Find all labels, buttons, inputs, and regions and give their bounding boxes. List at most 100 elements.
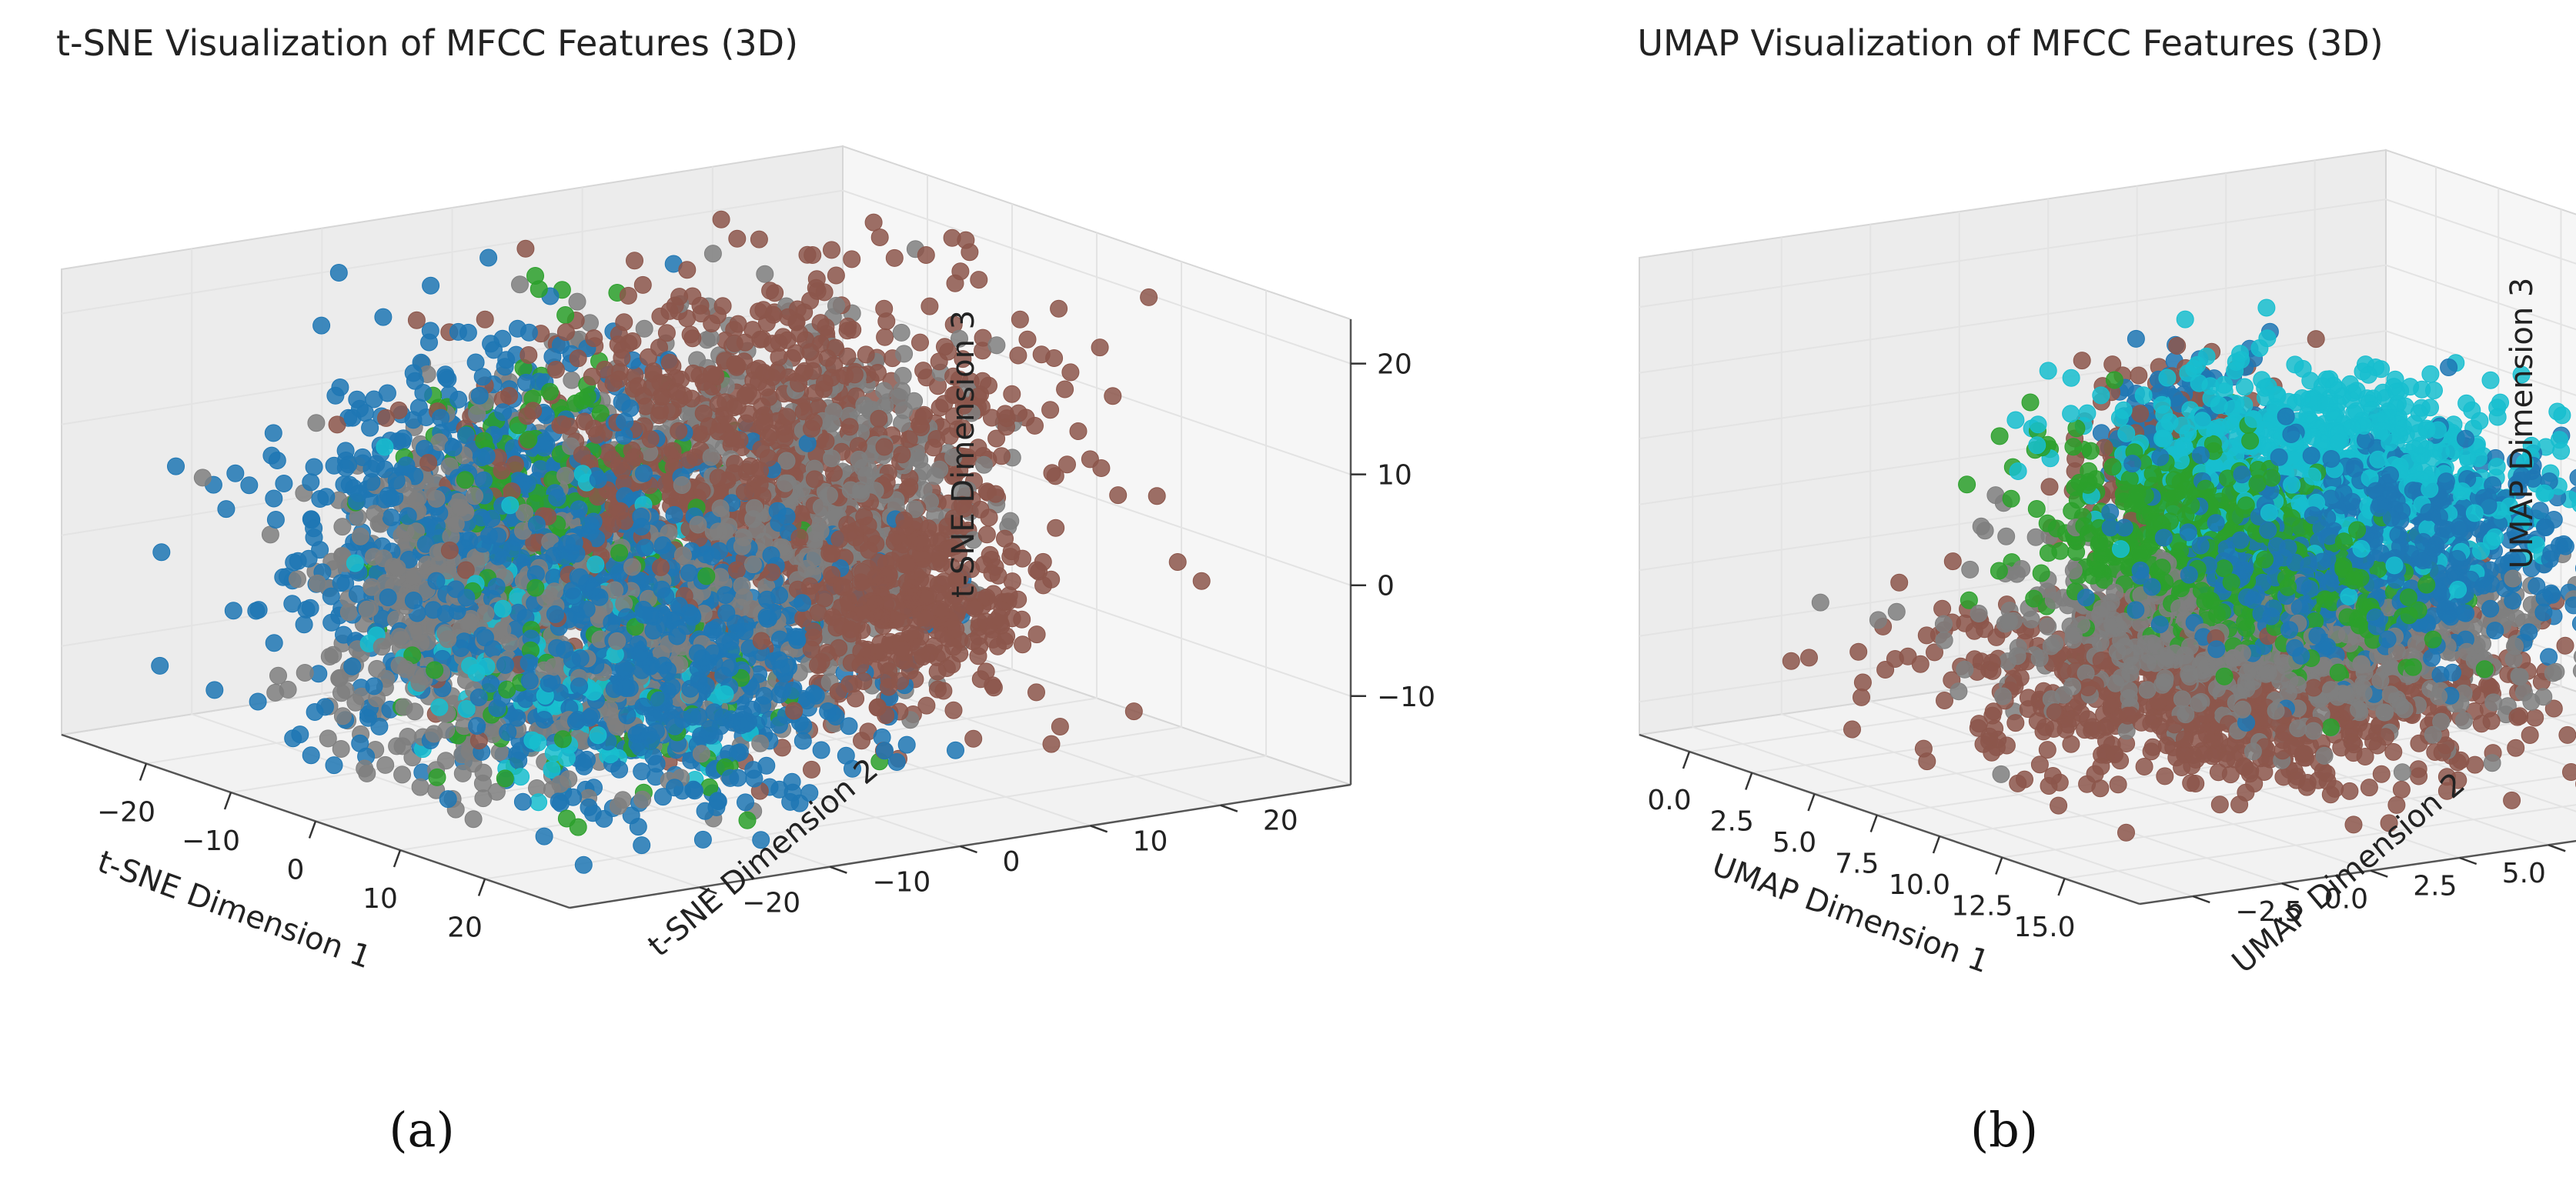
scatter-point [500,387,518,405]
scatter-point [348,492,366,510]
scatter-point [393,765,412,784]
scatter-point [610,456,628,475]
scatter-point [794,594,811,612]
scatter-point [520,323,538,342]
scatter-point [436,365,455,384]
scatter-point [840,717,858,735]
scatter-point [1041,401,1060,419]
scatter-point [729,315,747,333]
scatter-point [964,729,983,748]
scatter-point [987,429,1006,448]
scatter-point [650,691,668,709]
scatter-point [468,717,486,735]
scatter-point [496,769,514,788]
scatter-point [930,352,948,371]
scatter-point [663,442,682,460]
scatter-point [803,760,820,779]
scatter-point [409,489,427,507]
scatter-point [332,740,350,758]
scatter-point [363,459,381,478]
scatter-point [618,706,636,725]
scatter-point [328,415,346,434]
scatter-point [466,487,483,505]
scatter-point [1050,299,1068,318]
scatter-point [476,310,494,329]
scatter-point [421,322,439,340]
scatter-point [732,716,750,735]
scatter-point [584,512,603,531]
scatter-point [914,407,933,425]
scatter-point [877,655,895,674]
scatter-point [167,457,185,475]
scatter-point [823,545,841,563]
scatter-point [516,239,535,258]
scatter-point [635,605,653,624]
scatter-point [794,402,813,421]
scatter-point [474,471,493,489]
scatter-point [524,402,543,420]
scatter-point [1058,455,1076,474]
scatter-point [805,470,824,489]
scatter-point [610,370,628,389]
scatter-point [725,399,743,417]
scatter-point [653,580,671,599]
scatter-point [470,386,489,405]
scatter-point [346,554,364,572]
scatter-point [520,430,538,449]
scatter-point [1104,387,1122,405]
scatter-point [794,609,813,627]
scatter-point [890,389,909,406]
scatter-point [738,811,757,829]
scatter-point [540,382,559,401]
scatter-point [779,308,797,326]
scatter-point [855,396,874,415]
scatter-point [1091,339,1109,357]
scatter-point [477,447,496,465]
scatter-point [717,604,736,622]
scatter-point [635,464,653,482]
scatter-point [511,275,529,294]
scatter-point [365,677,383,695]
scatter-point [785,702,804,720]
scatter-point [717,586,734,604]
scatter-point [850,450,868,469]
scatter-point [689,515,707,534]
scatter-point [583,579,601,598]
scatter-point [1047,519,1065,537]
scatter-point [633,518,650,535]
scatter-point [770,586,789,605]
scatter-point [654,656,673,675]
scatter-point [452,499,470,517]
scatter-point [989,637,1007,655]
scatter-point [595,809,613,828]
scatter-point [289,570,306,589]
scatter-point [899,556,917,575]
scatter-points [151,210,1211,874]
scatter-point [864,213,883,232]
scatter-point [474,789,493,808]
y-tick [1220,804,1238,812]
scatter-point [432,409,450,427]
scatter-point [567,712,585,731]
y-tick-label: 0 [1003,846,1021,878]
x-tick [139,763,148,781]
scatter-point [365,390,383,409]
x-tick-label: 10 [363,883,398,915]
scatter-point [709,469,727,487]
scatter-point [332,684,350,702]
scatter-point [563,582,581,600]
scatter-point [894,366,912,385]
scatter-point [790,529,809,547]
scatter-point [720,517,738,535]
scatter-point [240,476,259,495]
scatter-point [297,600,316,619]
scatter-point [473,368,492,386]
scatter-point [798,245,817,264]
scatter-point [820,486,838,505]
scatter-point [399,507,417,525]
scatter-point [869,364,887,382]
scatter-point [743,555,762,574]
scatter-point [322,613,341,632]
scatter-point [720,415,738,433]
